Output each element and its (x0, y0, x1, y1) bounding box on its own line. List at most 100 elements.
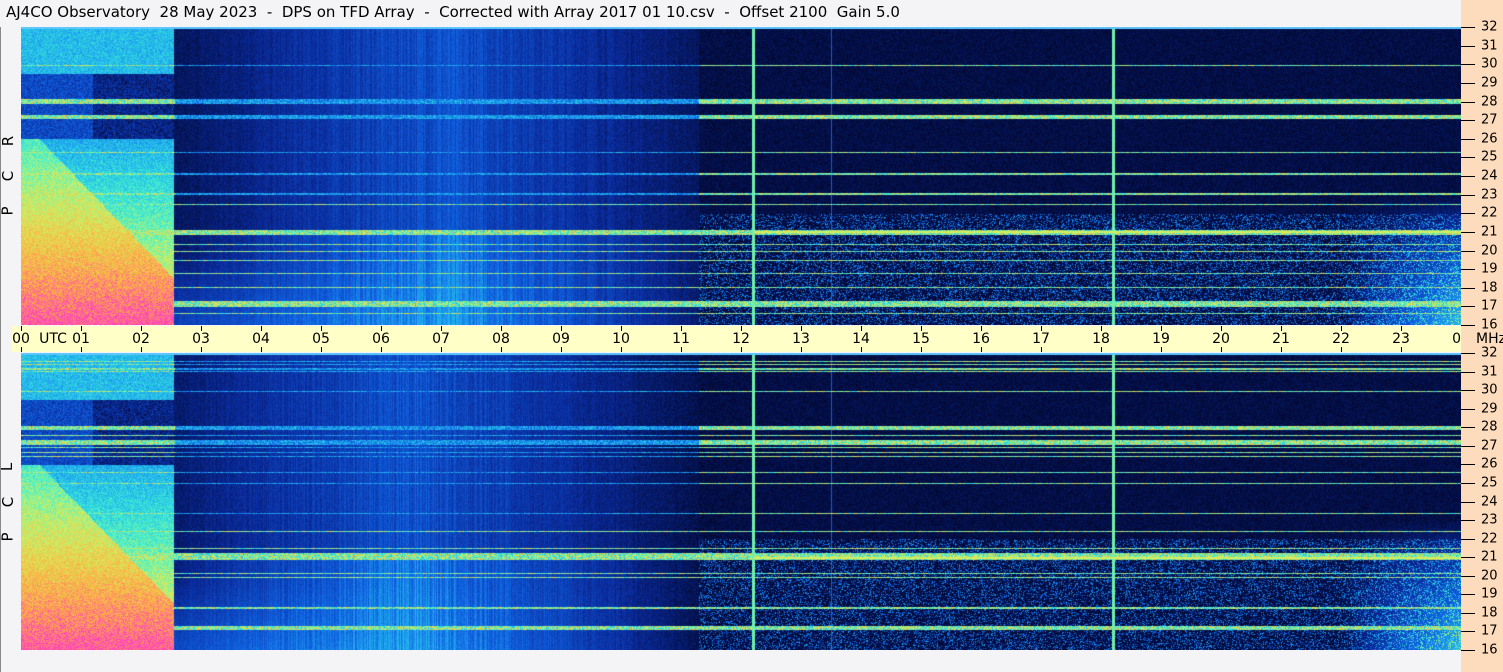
time-tick (381, 347, 382, 352)
freq-tick (1461, 408, 1475, 410)
freq-tick-label: 21 (1481, 549, 1498, 565)
time-tick (261, 347, 262, 352)
time-tick (1341, 326, 1342, 331)
time-tick-label: 03 (192, 331, 210, 347)
time-tick (21, 326, 22, 331)
freq-tick (1461, 390, 1475, 392)
freq-tick-label: 17 (1481, 623, 1498, 639)
time-tick-label: 07 (432, 331, 450, 347)
time-tick (1281, 326, 1282, 331)
freq-tick-label: 19 (1481, 261, 1498, 277)
freq-tick (1461, 538, 1475, 540)
time-tick (681, 347, 682, 352)
time-tick-label: 05 (312, 331, 330, 347)
time-tick (921, 326, 922, 331)
freq-tick-label: 26 (1481, 456, 1498, 472)
freq-tick-label: 24 (1481, 494, 1498, 509)
freq-tick (1461, 464, 1475, 466)
freq-tick-label: 18 (1481, 280, 1498, 296)
freq-tick (1461, 157, 1475, 159)
time-tick (1341, 347, 1342, 352)
time-tick (861, 347, 862, 352)
frequency-axis (1461, 0, 1503, 672)
lcp-spectrogram (21, 353, 1461, 650)
time-tick-label: 06 (372, 331, 390, 347)
time-tick (201, 326, 202, 331)
time-tick (321, 347, 322, 352)
polarization-letter: P (0, 206, 17, 216)
freq-tick (1461, 557, 1475, 559)
time-tick (1221, 347, 1222, 352)
time-tick (801, 347, 802, 352)
frame-border (0, 27, 1, 672)
time-tick (381, 326, 382, 331)
time-tick-label: 09 (552, 331, 570, 347)
chart-title: AJ4CO Observatory 28 May 2023 - DPS on T… (6, 3, 900, 21)
freq-tick-label: 23 (1481, 512, 1498, 528)
time-tick (201, 347, 202, 352)
time-tick-label: 21 (1272, 331, 1290, 347)
time-axis: 00 UTC 01 02 03 04 05 06 07 08 09 10 11 12 13 14 15 16 17 1… (12, 326, 1470, 352)
freq-tick-label: 29 (1481, 75, 1498, 91)
time-tick (21, 347, 22, 352)
time-tick (981, 326, 982, 331)
time-tick-label: 22 (1332, 331, 1350, 347)
time-tick (501, 326, 502, 331)
time-tick-label: 10 (612, 331, 630, 347)
freq-tick (1461, 213, 1475, 215)
freq-tick-label: 20 (1481, 243, 1498, 258)
freq-tick (1461, 82, 1475, 84)
time-tick (81, 326, 82, 331)
time-tick (861, 326, 862, 331)
time-tick-label: 11 (672, 331, 690, 347)
time-tick (921, 347, 922, 352)
time-tick-label: 14 (852, 331, 870, 347)
time-tick (441, 347, 442, 352)
freq-tick (1461, 650, 1475, 651)
freq-tick-label: 29 (1481, 401, 1498, 417)
freq-tick (1461, 45, 1475, 47)
frequency-unit-label: MHz (1476, 331, 1503, 347)
time-tick (141, 326, 142, 331)
freq-tick (1461, 194, 1475, 196)
time-tick (561, 326, 562, 331)
time-tick (141, 347, 142, 352)
time-tick (1401, 347, 1402, 352)
time-tick (561, 347, 562, 352)
freq-tick (1461, 269, 1475, 271)
freq-tick (1461, 353, 1475, 354)
time-tick (261, 326, 262, 331)
freq-tick-label: 16 (1481, 317, 1498, 333)
freq-tick (1461, 445, 1475, 447)
time-tick (1161, 326, 1162, 331)
polarization-letter: R (0, 135, 18, 147)
time-tick (441, 326, 442, 331)
freq-tick-label: 19 (1481, 586, 1498, 602)
freq-tick-label: 20 (1481, 568, 1498, 584)
time-tick-label: 12 (732, 331, 750, 347)
freq-tick (1461, 520, 1475, 522)
time-tick-label: 17 (1032, 331, 1050, 347)
freq-tick-label: 32 (1481, 19, 1498, 35)
freq-tick (1461, 101, 1475, 103)
rcp-heatmap (21, 27, 1461, 325)
time-tick-label: 23 (1392, 331, 1410, 347)
freq-tick-label: 21 (1481, 224, 1498, 240)
freq-tick (1461, 482, 1475, 484)
freq-tick (1461, 371, 1475, 373)
time-tick (1101, 326, 1102, 331)
time-tick-label: 15 (912, 331, 930, 347)
freq-tick (1461, 250, 1475, 252)
time-tick (1041, 347, 1042, 352)
time-tick (621, 326, 622, 331)
time-tick (981, 347, 982, 352)
time-tick (1101, 347, 1102, 352)
time-tick-label: 20 (1212, 331, 1230, 347)
freq-tick (1461, 231, 1475, 233)
freq-tick-label: 24 (1481, 168, 1498, 184)
freq-tick-label: 25 (1481, 149, 1498, 165)
freq-tick-label: 18 (1481, 605, 1498, 621)
freq-tick-label: 28 (1481, 94, 1498, 109)
freq-tick (1461, 501, 1475, 503)
freq-tick (1461, 138, 1475, 140)
